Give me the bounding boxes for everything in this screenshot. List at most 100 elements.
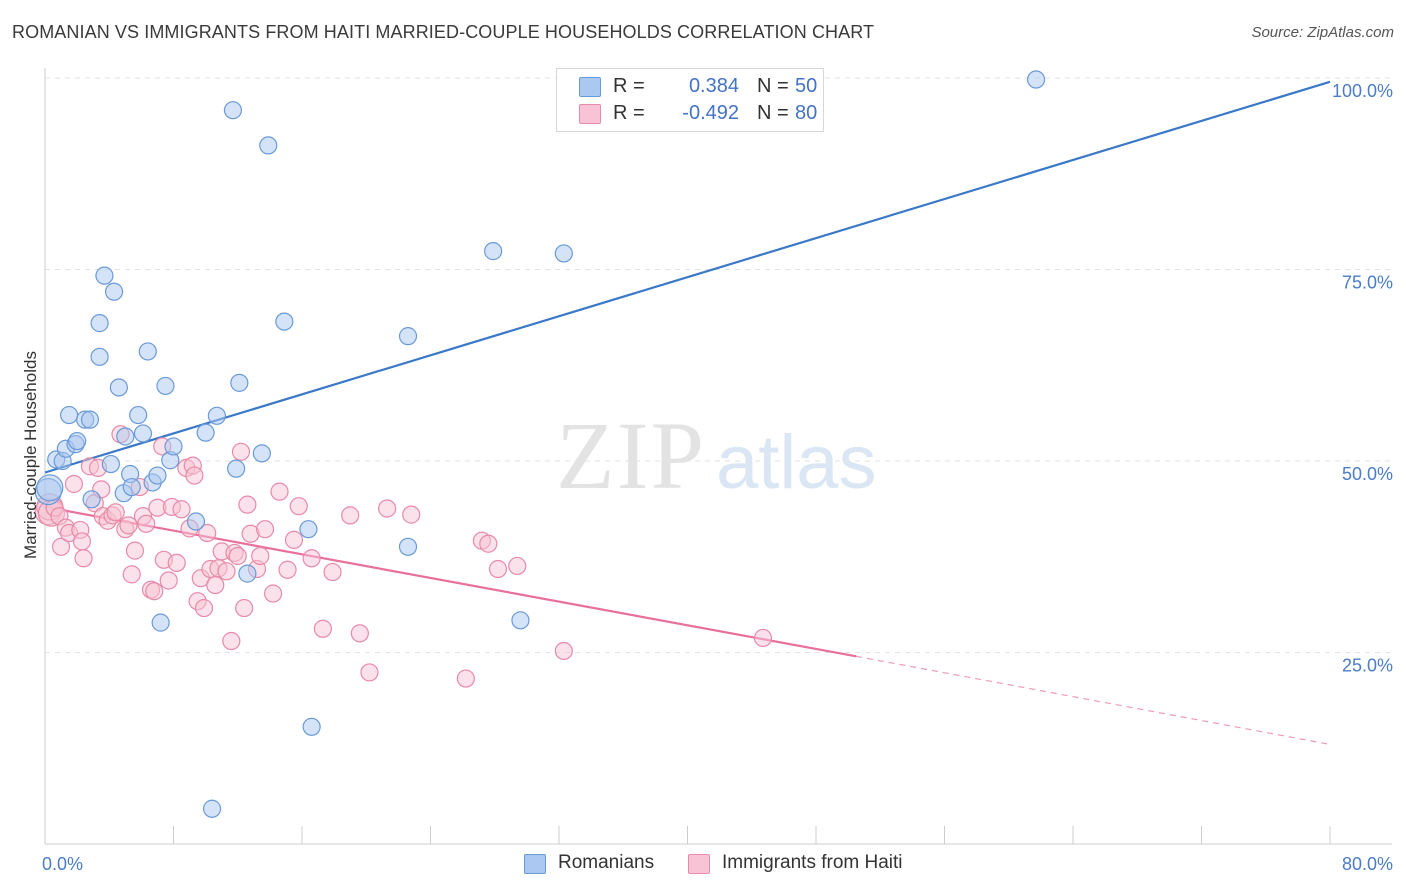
haiti-point [255, 520, 275, 539]
x-tick-label-max: 80.0% [1342, 854, 1393, 874]
haiti-point [222, 631, 241, 651]
watermark: ZIP atlas [556, 402, 877, 509]
n-label: N = [757, 102, 789, 124]
haiti-point [125, 541, 145, 560]
haiti-point [488, 559, 508, 579]
romanians-point [101, 454, 120, 474]
romanians-point [207, 406, 226, 425]
romanians-point [223, 101, 243, 120]
romanians-point [82, 490, 101, 509]
romanians-point [116, 427, 135, 446]
romanians-point [1026, 70, 1046, 89]
n-value: 80 [795, 102, 818, 124]
n-value: 50 [795, 75, 818, 97]
haiti-point [74, 549, 93, 568]
haiti-point [753, 628, 773, 648]
haiti-point [235, 598, 254, 618]
haiti-point [263, 584, 283, 603]
data-points [34, 68, 1046, 818]
romanians-point [104, 282, 124, 301]
haiti-point [479, 534, 498, 553]
haiti-point [350, 624, 369, 643]
haiti-point [119, 516, 138, 535]
haiti-point [198, 523, 217, 543]
haiti-point [284, 530, 304, 549]
romanians-point [148, 466, 167, 485]
romanians-point [484, 242, 503, 261]
romanians-point [156, 376, 175, 396]
y-tick-label-100: 100.0% [1332, 81, 1393, 101]
y-tick-label-75: 75.0% [1342, 273, 1393, 293]
romanians-point [90, 347, 109, 366]
haiti-point [270, 482, 289, 501]
r-value: -0.492 [682, 102, 739, 124]
haiti-point [194, 598, 214, 618]
romanians-point [227, 459, 246, 478]
haiti-point [402, 505, 421, 524]
r-label: R = [613, 75, 645, 97]
romanians-point [36, 474, 64, 502]
haiti-point [159, 571, 178, 590]
haiti-point [72, 532, 92, 551]
haiti-point [64, 474, 84, 494]
romanians-point [275, 312, 294, 331]
romanians-point [511, 611, 530, 630]
haiti-point [217, 562, 236, 581]
haiti-point [106, 503, 125, 522]
axes [44, 68, 1392, 845]
haiti-point [554, 641, 573, 661]
haiti-point [167, 553, 186, 572]
legend-swatch-romanians [524, 854, 546, 874]
correlation-legend: R = 0.384 N = 50 R = -0.492 N = 80 [556, 68, 824, 132]
romanians-point [109, 378, 128, 397]
haiti-point [289, 497, 308, 516]
romanians-point [68, 431, 87, 451]
legend-swatch-romanians [579, 77, 601, 97]
romanians-point [299, 520, 318, 539]
haiti-point [51, 537, 71, 556]
r-value: 0.384 [688, 75, 739, 97]
romanians-point [164, 437, 183, 456]
romanians-point [90, 314, 109, 333]
r-label: R = [613, 102, 645, 124]
watermark-zip: ZIP [556, 402, 706, 509]
haiti-point [206, 575, 225, 595]
haiti-point [231, 442, 251, 461]
haiti-point [251, 546, 270, 566]
legend-swatch-haiti [579, 104, 601, 124]
haiti-point [145, 582, 164, 601]
romanians-point [398, 327, 418, 346]
haiti-trend-line [44, 505, 857, 658]
haiti-point [456, 669, 475, 688]
romanians-point [398, 537, 418, 556]
haiti-point [122, 565, 141, 584]
haiti-point [378, 499, 397, 518]
y-tick-label-50: 50.0% [1342, 464, 1393, 484]
haiti-trend-extension [856, 655, 1331, 746]
haiti-point [313, 619, 332, 638]
watermark-atlas: atlas [716, 420, 877, 505]
romanians-point [129, 405, 148, 425]
haiti-point [323, 562, 342, 582]
trend-lines [44, 80, 1331, 746]
romanians-trend-line [44, 80, 1331, 474]
haiti-point [508, 556, 527, 576]
legend-label-haiti: Immigrants from Haiti [722, 852, 903, 873]
romanians-point [554, 244, 573, 263]
haiti-point [238, 495, 257, 514]
source-label: Source: ZipAtlas.com [1251, 24, 1394, 41]
romanians-point [95, 266, 114, 285]
romanians-point [202, 799, 222, 818]
romanians-point [302, 717, 321, 736]
romanians-point [196, 423, 215, 442]
haiti-point [341, 506, 360, 525]
romanians-point [259, 136, 278, 155]
y-axis-label: Married-couple Households [21, 351, 40, 559]
romanians-point [151, 613, 170, 632]
x-tick-label-min: 0.0% [42, 854, 83, 874]
grid-lines [45, 77, 1392, 653]
haiti-point [278, 560, 297, 579]
x-tick-labels: 0.0% 80.0% [42, 854, 1393, 874]
romanians-point [59, 405, 79, 425]
